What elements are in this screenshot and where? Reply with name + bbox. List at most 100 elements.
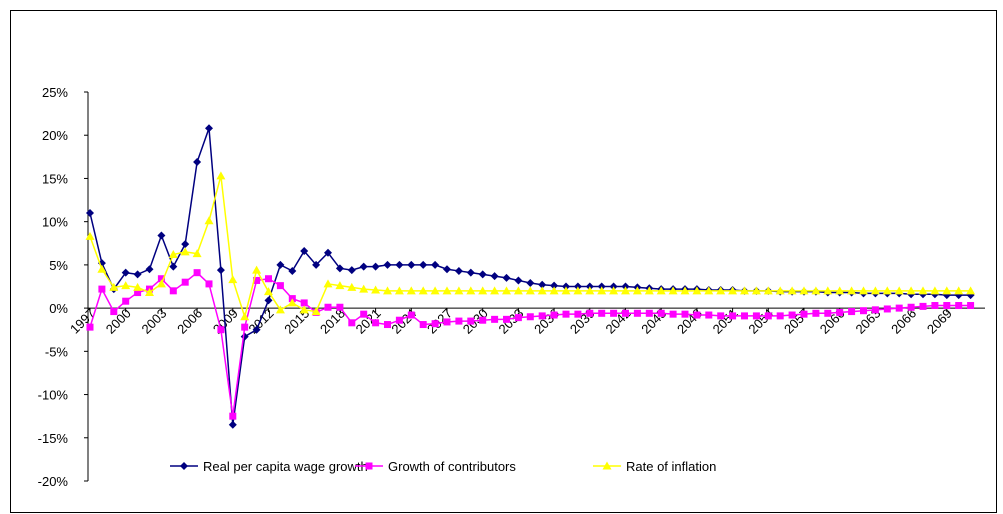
data-point [751,286,761,295]
y-tick-label: 0% [49,301,68,316]
data-point [514,276,523,285]
data-point [359,284,369,293]
y-tick-label: -10% [38,388,69,403]
data-point [764,312,772,320]
y-tick-label: 20% [42,128,68,143]
data-point [526,279,535,288]
data-point [526,313,534,321]
legend-label: Growth of contributors [388,459,516,474]
data-point [181,240,190,249]
data-point [276,260,285,269]
data-point [633,309,641,317]
data-point [716,286,726,295]
data-point [365,462,373,470]
data-point [680,286,690,295]
data-point [954,286,964,295]
data-point [145,288,154,297]
data-point [550,311,558,319]
data-point [181,278,189,286]
data-point [668,286,678,295]
data-point [384,321,391,329]
data-point [503,315,510,323]
data-point [645,309,653,317]
data-point [550,281,559,290]
data-point [394,286,404,295]
data-point [419,260,428,269]
data-point [859,286,868,295]
data-point [455,317,463,325]
data-point [467,317,475,325]
data-point [812,309,820,317]
y-tick-label: 25% [42,85,68,100]
data-point [883,305,891,313]
data-point [359,262,368,271]
data-point [156,279,166,288]
data-point [562,310,570,318]
data-point [98,285,106,293]
data-point [787,286,797,295]
data-point [216,171,226,180]
data-point [943,302,951,310]
data-point [241,323,249,331]
data-point [525,286,535,295]
data-point [442,286,452,295]
data-point [180,462,188,470]
data-point [134,289,142,297]
data-point [502,273,511,282]
data-point [217,326,225,334]
data-point [549,286,559,295]
data-point [955,302,963,310]
legend-item: Rate of inflation [593,459,716,474]
data-point [669,310,677,318]
data-point [693,311,701,319]
data-point [656,286,666,295]
series [86,269,975,420]
y-tick-label: -20% [38,474,69,489]
legend-label: Real per capita wage growth [203,459,368,474]
data-point [490,286,500,295]
data-point [347,282,357,291]
data-point [205,124,213,133]
data-point [253,276,261,284]
data-point [800,310,808,318]
data-point [240,312,250,321]
data-point [395,260,404,269]
data-point [740,286,749,295]
data-point [823,286,833,295]
data-point [287,298,297,307]
data-point [514,314,522,322]
data-point [252,325,261,334]
data-point [264,287,273,296]
data-point [538,280,547,289]
data-point [824,309,832,317]
data-point [752,312,760,320]
data-point [300,247,309,256]
data-point [323,279,333,288]
data-point [491,315,499,323]
data-point [657,309,665,317]
data-point [681,310,689,318]
data-point [870,286,880,295]
data-point [836,308,844,316]
data-point [228,420,237,429]
data-point [930,286,940,295]
data-point [918,286,928,295]
y-tick-label: -15% [38,431,69,446]
data-point [907,303,915,311]
data-point [729,312,737,320]
data-point [168,250,178,259]
data-point [776,312,784,320]
data-point [931,302,939,310]
data-point [312,260,321,269]
data-point [871,306,879,314]
data-point [717,312,725,320]
data-point [407,311,415,319]
data-point [371,262,380,271]
legend-item: Real per capita wage growth [170,459,368,474]
data-point [157,231,166,240]
data-point [847,286,857,295]
data-point [502,286,511,295]
data-point [275,305,285,314]
data-point [122,297,130,305]
data-point [597,286,607,295]
